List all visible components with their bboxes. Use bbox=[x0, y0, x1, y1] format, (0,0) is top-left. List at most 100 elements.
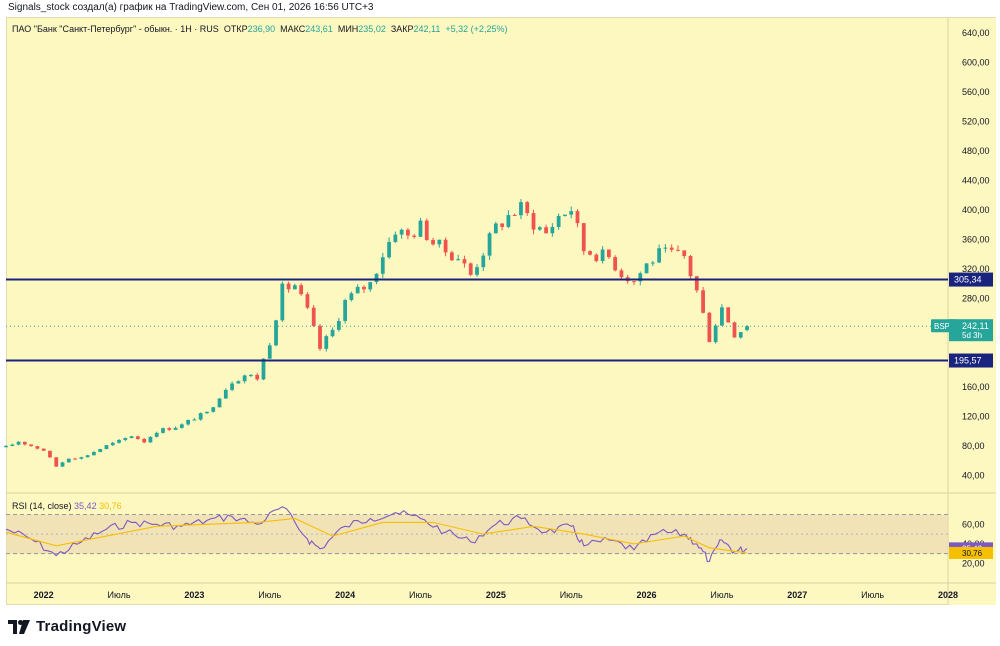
price-tick-label: 160,00 bbox=[962, 382, 990, 392]
level-tag bbox=[949, 353, 993, 368]
high-label: МАКС bbox=[280, 24, 306, 34]
candle-body bbox=[556, 216, 561, 228]
candle-body bbox=[135, 436, 140, 439]
candle-body bbox=[129, 436, 134, 439]
price-axis-panel bbox=[948, 18, 996, 605]
close-value: 242,11 bbox=[413, 24, 441, 34]
chart-header: Signals_stock создал(а) график на Tradin… bbox=[8, 2, 374, 13]
candle-body bbox=[142, 438, 147, 443]
candle-body bbox=[745, 326, 749, 331]
candle-body bbox=[487, 233, 492, 256]
rsi-ma-tag bbox=[949, 546, 993, 559]
candle-body bbox=[525, 202, 530, 214]
candle-body bbox=[431, 239, 435, 245]
candle-body bbox=[117, 439, 121, 443]
candle-body bbox=[707, 312, 712, 343]
candle-body bbox=[4, 445, 8, 448]
candle-body bbox=[575, 211, 580, 224]
time-tick-label: 2025 bbox=[486, 590, 506, 600]
candle-body bbox=[286, 283, 291, 290]
candle-body bbox=[519, 202, 523, 216]
candle-body bbox=[732, 322, 737, 338]
candle-body bbox=[79, 457, 84, 459]
candle-body bbox=[29, 444, 34, 447]
rsi-ma-value: 30,76 bbox=[99, 501, 122, 511]
candle-body bbox=[173, 427, 178, 430]
candle-body bbox=[223, 389, 228, 399]
candle-body bbox=[343, 300, 348, 321]
time-tick-label: Июль bbox=[560, 590, 583, 600]
time-tick-label: 2022 bbox=[34, 590, 54, 600]
tradingview-logo-icon bbox=[8, 619, 30, 634]
price-tick-label: 640,00 bbox=[962, 28, 990, 38]
low-label: МИН bbox=[337, 24, 359, 34]
price-tick-label: 600,00 bbox=[962, 57, 990, 67]
candle-body bbox=[600, 249, 605, 262]
candle-body bbox=[531, 213, 536, 230]
tradingview-brand[interactable]: TradingView bbox=[8, 618, 126, 635]
candle-body bbox=[544, 227, 548, 234]
price-tick-label: 120,00 bbox=[962, 411, 990, 421]
candle-body bbox=[211, 407, 216, 412]
candle-body bbox=[148, 436, 153, 443]
candle-body bbox=[657, 248, 662, 263]
candle-body bbox=[48, 450, 52, 458]
candle-body bbox=[606, 249, 611, 258]
price-tick-label: 40,00 bbox=[962, 470, 985, 480]
candle-body bbox=[22, 441, 27, 445]
chart-area[interactable] bbox=[6, 17, 996, 605]
candle-body bbox=[437, 239, 442, 245]
candle-body bbox=[205, 411, 209, 414]
candle-body bbox=[179, 424, 184, 428]
candle-body bbox=[550, 227, 555, 234]
candle-body bbox=[368, 282, 373, 290]
change-value: +5,32 (+2,25%) bbox=[445, 24, 508, 34]
candle-body bbox=[563, 214, 567, 217]
candle-body bbox=[682, 250, 687, 257]
candle-body bbox=[217, 398, 222, 408]
price-tick-label: 320,00 bbox=[962, 264, 990, 274]
rsi-ma-tag-label: 30,76 bbox=[962, 549, 983, 558]
level-tag bbox=[949, 272, 993, 287]
candle-body bbox=[324, 336, 329, 349]
time-tick-label: 2024 bbox=[335, 590, 355, 600]
price-tick-label: 400,00 bbox=[962, 205, 990, 215]
price-tick-label: 440,00 bbox=[962, 175, 990, 185]
candle-body bbox=[280, 283, 285, 321]
candle-body bbox=[399, 229, 404, 235]
candle-body bbox=[267, 345, 272, 359]
level-tag-label: 305,34 bbox=[954, 275, 982, 285]
close-label: ЗАКР bbox=[390, 24, 414, 34]
candle-body bbox=[305, 294, 310, 308]
candle-body bbox=[374, 273, 379, 283]
candle-body bbox=[506, 215, 511, 227]
candle-body bbox=[230, 383, 234, 390]
candle-body bbox=[380, 257, 385, 274]
candle-body bbox=[638, 273, 643, 282]
last-price-countdown: 5d 3h bbox=[962, 331, 982, 340]
time-tick-label: Июль bbox=[710, 590, 733, 600]
time-tick-label: 2026 bbox=[637, 590, 657, 600]
candle-body bbox=[349, 293, 354, 301]
candle-body bbox=[242, 375, 247, 382]
low-value: 235,02 bbox=[358, 24, 386, 34]
price-tick-label: 560,00 bbox=[962, 87, 990, 97]
candle-body bbox=[110, 442, 115, 446]
candle-body bbox=[192, 419, 197, 421]
symbol-legend: ПАО "Банк "Санкт-Петербург" - обыкн. · 1… bbox=[12, 24, 507, 34]
candle-body bbox=[738, 332, 743, 338]
candle-body bbox=[236, 381, 241, 384]
rsi-value: 35,42 bbox=[74, 501, 97, 511]
candle-body bbox=[493, 223, 498, 234]
last-price-value: 242,11 bbox=[962, 321, 989, 331]
candle-body bbox=[462, 259, 467, 264]
candle-body bbox=[311, 307, 316, 326]
time-tick-label: 2023 bbox=[184, 590, 204, 600]
candles-group bbox=[4, 199, 749, 468]
candle-body bbox=[676, 249, 680, 251]
candle-body bbox=[688, 256, 693, 277]
candle-body bbox=[588, 251, 592, 255]
time-tick-label: Июль bbox=[258, 590, 281, 600]
time-tick-label: Июль bbox=[409, 590, 432, 600]
